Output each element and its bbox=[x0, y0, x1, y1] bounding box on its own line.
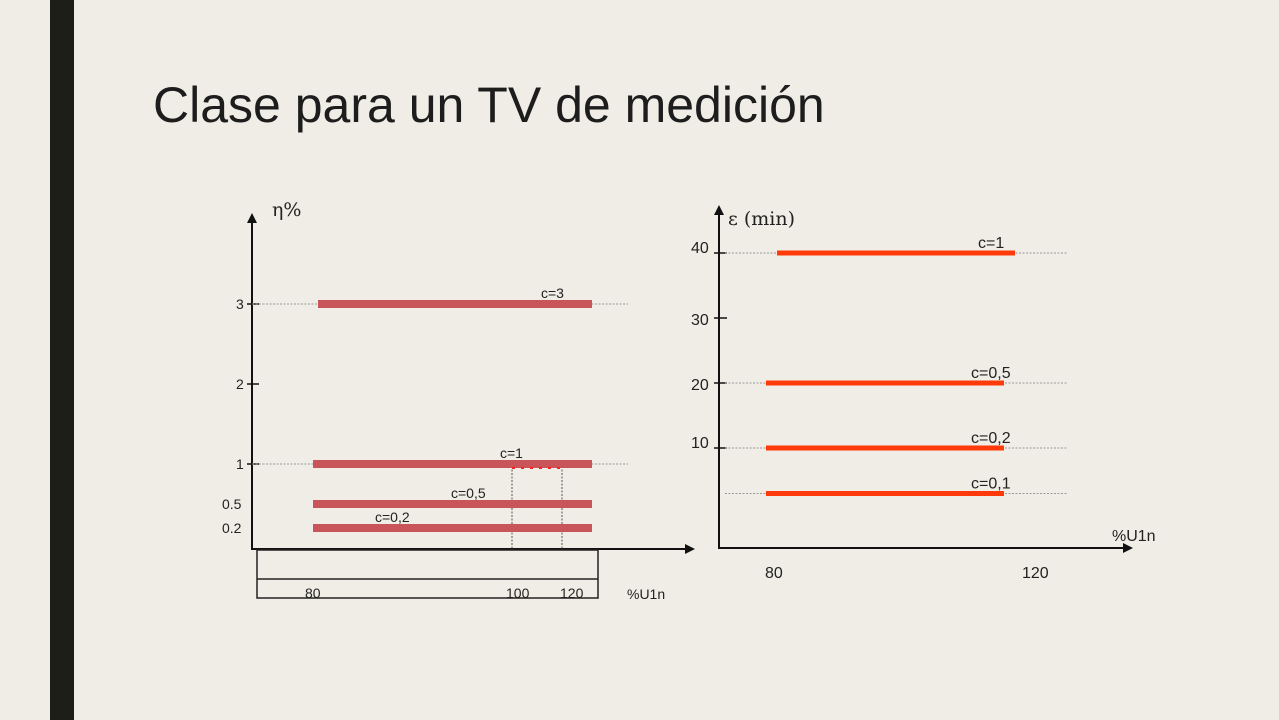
slide-title: Clase para un TV de medición bbox=[153, 77, 825, 133]
y-tick-label: 40 bbox=[691, 240, 709, 257]
x-tick-label: 80 bbox=[305, 585, 321, 601]
x-tick-label: 100 bbox=[506, 585, 530, 601]
series-label: c=0,2 bbox=[375, 509, 410, 525]
series-label: c=1 bbox=[978, 235, 1004, 252]
y-tick-label: 10 bbox=[691, 435, 709, 452]
right-x-label: %U1n bbox=[1112, 528, 1156, 545]
left-x-label: %U1n bbox=[627, 586, 665, 602]
left-y-label: η% bbox=[272, 199, 301, 221]
slide-accent-strip bbox=[50, 0, 74, 720]
y-tick-label: 1 bbox=[236, 456, 244, 472]
series-label: c=0,2 bbox=[971, 430, 1011, 447]
series-label: c=3 bbox=[541, 285, 564, 301]
right-y-label: ε (min) bbox=[728, 208, 795, 230]
left-chart: η% %U1n 3 2 1 0.5 0.2 80 100 120 c=3 c=1 c=0,5 c=0,… bbox=[222, 199, 695, 602]
y-tick-label: 2 bbox=[236, 376, 244, 392]
y-tick-label: 3 bbox=[236, 296, 244, 312]
y-tick-label: 20 bbox=[691, 377, 709, 394]
left-x-table bbox=[256, 549, 599, 599]
y-tick-label: 0.2 bbox=[222, 520, 242, 536]
y-tick-label: 0.5 bbox=[222, 496, 242, 512]
y-tick-label: 30 bbox=[691, 312, 709, 329]
x-tick-label: 80 bbox=[765, 565, 783, 582]
series-label: c=0,5 bbox=[971, 365, 1011, 382]
series-label: c=0,5 bbox=[451, 485, 486, 501]
right-chart: ε (min) %U1n 40 30 20 10 80 120 c=1 c=0,5 c=0,2 c… bbox=[691, 205, 1156, 582]
x-tick-label: 120 bbox=[560, 585, 584, 601]
series-label: c=0,1 bbox=[971, 476, 1011, 493]
x-tick-label: 120 bbox=[1022, 565, 1049, 582]
series-label: c=1 bbox=[500, 445, 523, 461]
